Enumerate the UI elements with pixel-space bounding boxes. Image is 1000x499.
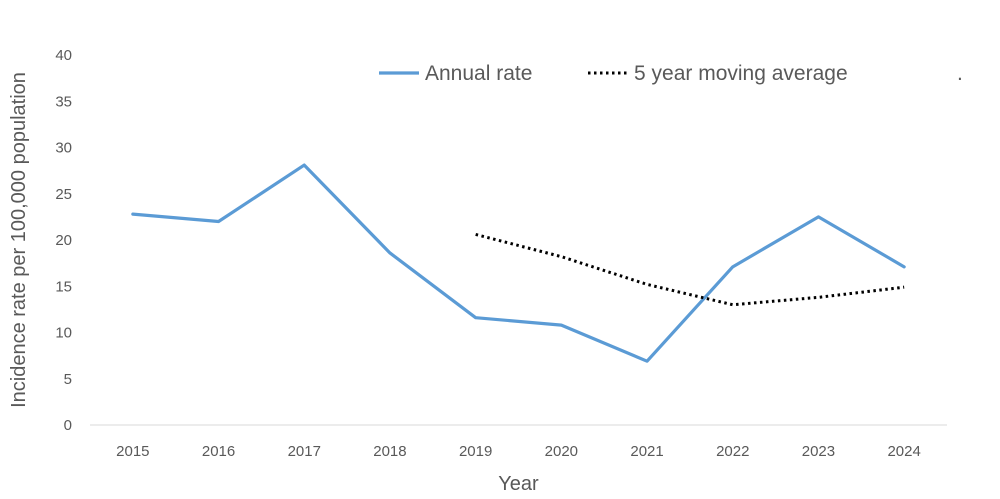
x-axis-title: Year: [498, 473, 539, 495]
x-tick-label-2020: 2020: [545, 443, 578, 460]
series-layer: [131, 163, 906, 363]
legend-label-moving-average: 5 year moving average: [634, 62, 848, 85]
y-axis-ticks: 0 5 10 15 20 25 30 35 40: [55, 47, 72, 434]
y-axis-title: Incidence rate per 100,000 population: [8, 72, 30, 408]
y-tick-label-10: 10: [55, 325, 72, 342]
x-tick-label-2016: 2016: [202, 443, 235, 460]
x-tick-label-2021: 2021: [630, 443, 663, 460]
y-tick-label-30: 30: [55, 140, 72, 157]
series-line-5-year-moving-average: [475, 232, 905, 307]
y-tick-label-40: 40: [55, 47, 72, 64]
x-axis-ticks: 2015 2016 2017 2018 2019 2020 2021 2022 2023 2024: [116, 443, 921, 460]
y-tick-label-20: 20: [55, 232, 72, 249]
x-tick-label-2019: 2019: [459, 443, 492, 460]
y-tick-label-5: 5: [64, 371, 72, 388]
x-tick-label-2015: 2015: [116, 443, 149, 460]
x-tick-label-2017: 2017: [288, 443, 321, 460]
x-tick-label-2023: 2023: [802, 443, 835, 460]
y-tick-label-25: 25: [55, 186, 72, 203]
y-tick-label-0: 0: [64, 417, 72, 434]
legend-trailing-mark: .: [957, 62, 963, 85]
y-tick-label-35: 35: [55, 93, 72, 110]
legend-label-annual-rate: Annual rate: [425, 62, 532, 85]
legend: Annual rate 5 year moving average .: [379, 62, 963, 85]
y-tick-label-15: 15: [55, 278, 72, 295]
series-line-annual-rate: [131, 163, 906, 363]
x-tick-label-2022: 2022: [716, 443, 749, 460]
x-tick-label-2018: 2018: [373, 443, 406, 460]
x-tick-label-2024: 2024: [887, 443, 920, 460]
